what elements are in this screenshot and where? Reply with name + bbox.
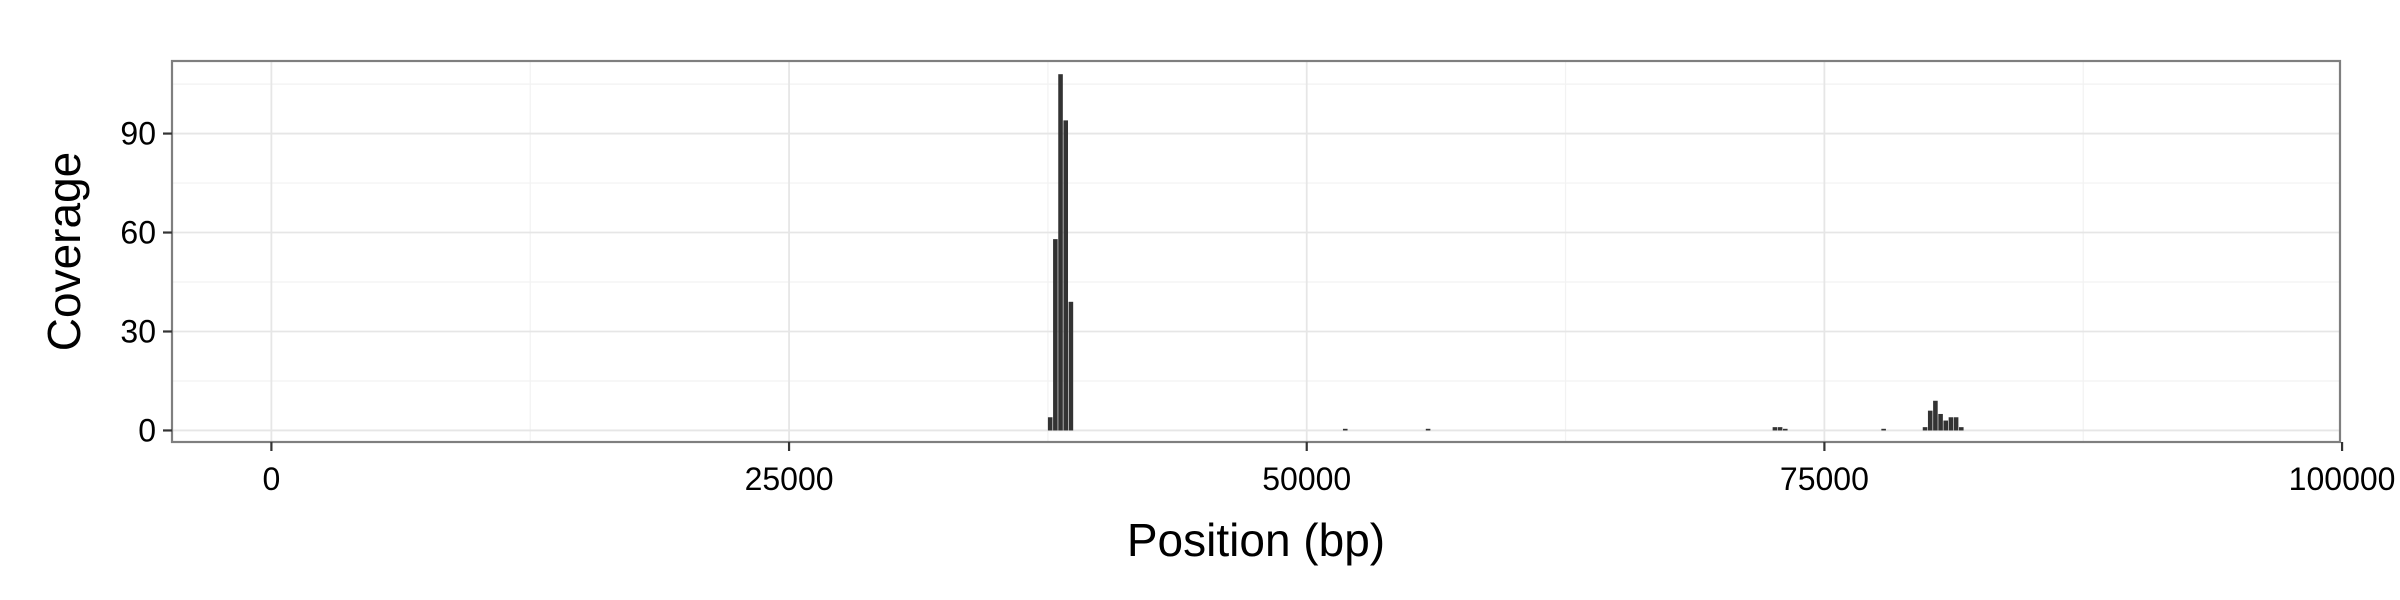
coverage-bar [1927,410,1933,431]
coverage-bar [1777,427,1783,431]
plot-panel-background [172,61,2340,442]
grid-major [172,61,2340,442]
y-axis-title: Coverage [38,152,90,351]
panel-border [170,59,2342,444]
coverage-bar [1881,428,1886,431]
y-tick-label: 60 [120,215,156,251]
grid-minor [172,61,2340,442]
coverage-bar [1068,301,1074,431]
coverage-bar [1425,428,1431,431]
coverage-bar [1047,417,1053,431]
y-tick-label: 0 [138,412,156,448]
coverage-bar [1063,120,1069,431]
coverage-bar [1948,417,1954,431]
coverage-bar [1053,239,1058,431]
x-tick-label: 50000 [1262,461,1351,497]
coverage-bar [1772,427,1778,431]
coverage-bar [1958,427,1964,431]
x-tick-label: 75000 [1780,461,1869,497]
bars [1047,74,1964,431]
coverage-bar [1943,420,1949,431]
plot-panel [172,61,2340,442]
x-tick-label: 25000 [745,461,834,497]
coverage-bar [1953,417,1959,431]
y-axis: 0 30 60 90 [120,116,172,448]
y-tick-label: 30 [120,313,156,349]
coverage-bar [1922,427,1928,431]
x-tick-label: 100000 [2289,461,2396,497]
plot-panel-frame [170,59,2342,444]
y-tick-label: 90 [120,116,156,152]
coverage-bar [1933,400,1938,431]
coverage-bar [1782,428,1788,431]
x-axis-title: Position (bp) [1127,514,1385,566]
x-tick-label: 0 [262,461,280,497]
x-axis: 0 25000 50000 75000 100000 [262,442,2395,497]
coverage-bar [1342,428,1348,431]
coverage-bar [1938,413,1943,431]
coverage-bar [1058,74,1063,431]
